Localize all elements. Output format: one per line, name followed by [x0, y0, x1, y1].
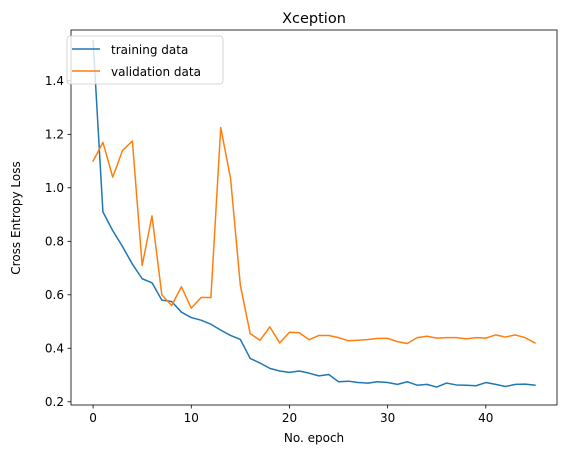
y-tick-label: 1.2 — [45, 128, 64, 142]
legend: training data validation data — [66, 35, 224, 85]
x-tick-label: 40 — [478, 411, 493, 425]
legend-label-training: training data — [111, 43, 188, 57]
y-tick-label: 1.0 — [45, 181, 64, 195]
x-tick-label: 10 — [184, 411, 199, 425]
y-tick-label: 1.4 — [45, 74, 64, 88]
series-line-validation — [92, 126, 536, 345]
y-axis-ticks: 0.2 0.4 0.6 0.8 1.0 1.2 1.4 — [45, 74, 71, 409]
axes-frame — [70, 29, 558, 406]
x-tick-label: 0 — [89, 411, 97, 425]
chart-title: Xception — [282, 11, 346, 27]
y-tick-label: 0.4 — [45, 341, 64, 355]
series-line-training — [92, 39, 536, 388]
y-tick-label: 0.8 — [45, 235, 64, 249]
x-tick-label: 30 — [380, 411, 395, 425]
plot-area — [92, 39, 536, 388]
legend-label-validation: validation data — [111, 65, 201, 79]
legend-box — [66, 35, 224, 85]
y-axis-label: Cross Entropy Loss — [9, 161, 23, 274]
x-tick-label: 20 — [282, 411, 297, 425]
y-tick-label: 0.2 — [45, 395, 64, 409]
y-tick-label: 0.6 — [45, 288, 64, 302]
x-axis-label: No. epoch — [284, 431, 344, 445]
x-axis-ticks: 0 10 20 30 40 — [89, 405, 493, 425]
